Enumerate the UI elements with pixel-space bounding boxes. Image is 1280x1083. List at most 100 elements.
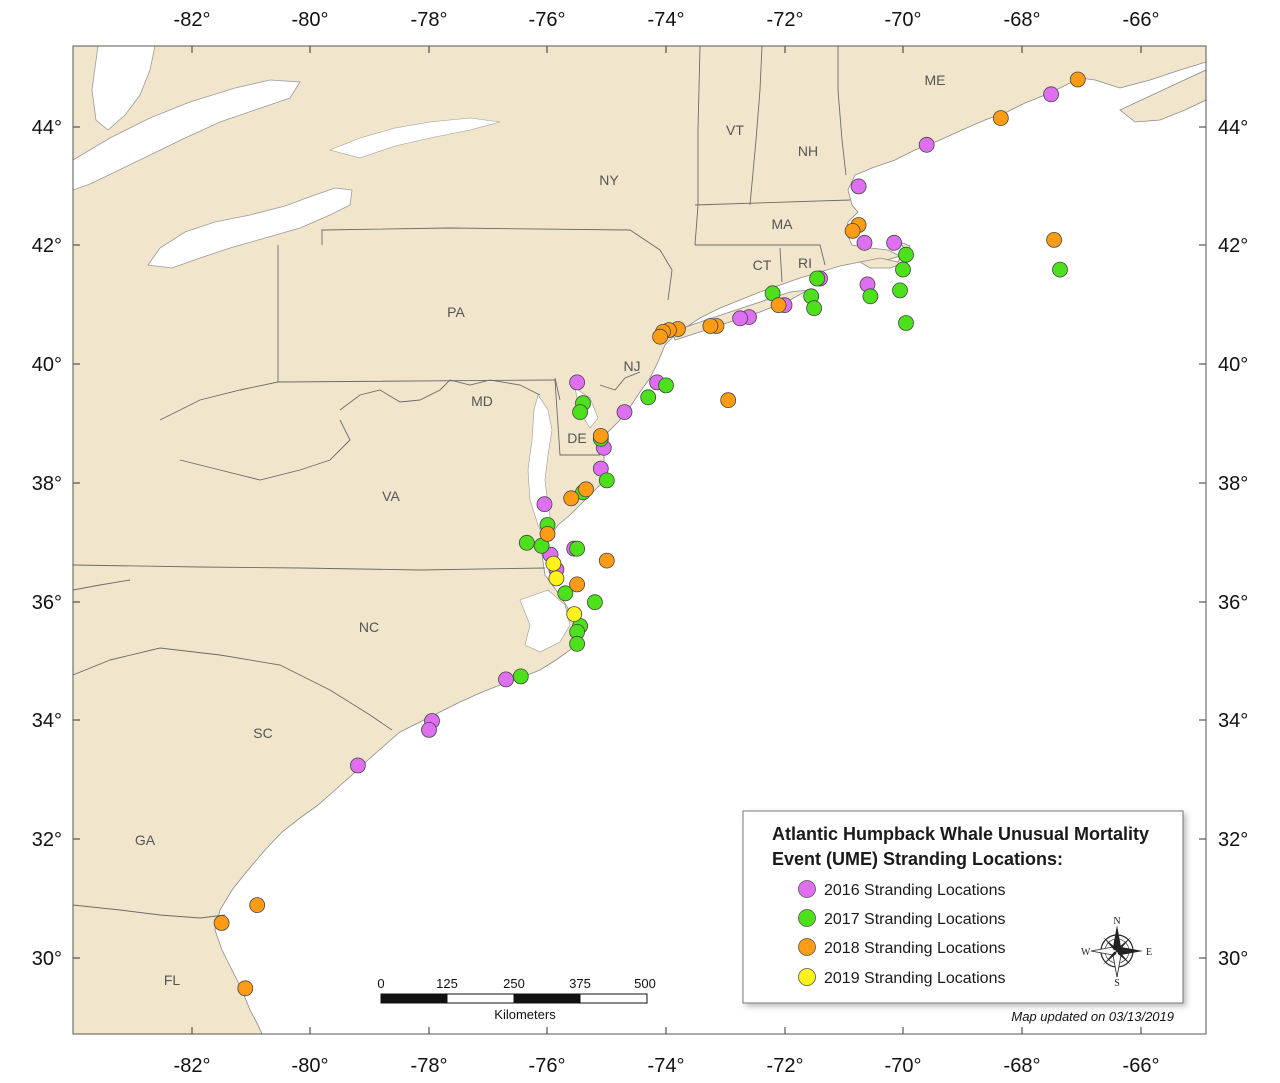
compass-s: S — [1114, 978, 1120, 989]
stranding-marker-2017 — [587, 594, 603, 611]
stranding-marker-2017 — [512, 668, 529, 685]
legend-swatch-2019 — [798, 968, 816, 986]
graticule-ticks — [73, 46, 1206, 1034]
nova-scotia-land — [1119, 69, 1206, 123]
scale-segment — [579, 993, 648, 1004]
lake-erie — [73, 79, 301, 191]
stranding-marker-2018 — [770, 297, 787, 314]
stranding-marker-2017 — [572, 404, 588, 421]
legend-swatch-2018 — [798, 938, 816, 956]
stranding-marker-2017 — [892, 282, 908, 299]
lat-label: 36° — [32, 592, 62, 614]
legend-box — [742, 810, 1184, 1004]
legend-label-2019: 2019 Stranding Locations — [824, 970, 1005, 987]
stranding-marker-2016 — [918, 136, 935, 153]
lon-label: -74° — [648, 9, 685, 31]
map-border — [72, 45, 1207, 1035]
mainland — [73, 46, 1206, 1034]
lon-labels-bottom: -82° -80° -78° -76° -74° -72° -70° -68° … — [174, 1055, 1160, 1077]
stranding-marker-2017 — [898, 246, 914, 263]
stranding-markers — [213, 71, 1086, 997]
compass-w: W — [1081, 947, 1091, 958]
state-labels: ME VT NH NY MA CT RI PA NJ MD DE VA NC S… — [135, 72, 946, 988]
state-borders — [73, 46, 851, 919]
state-label-nc: NC — [359, 619, 379, 635]
stranding-marker-2017 — [658, 377, 674, 394]
map-frame: ME VT NH NY MA CT RI PA NJ MD DE VA NC S… — [73, 46, 1206, 1034]
scale-tick-label: 375 — [569, 976, 591, 991]
scale-tick-label: 0 — [377, 976, 384, 991]
compass-rose-icon: N S E W — [1081, 916, 1152, 989]
stranding-marker-2016 — [536, 496, 553, 513]
stranding-marker-2016 — [1043, 86, 1059, 103]
stranding-marker-2018 — [563, 490, 580, 507]
stranding-marker-2017 — [895, 261, 911, 278]
lon-label: -66° — [1123, 1055, 1160, 1077]
lon-label: -78° — [411, 9, 448, 31]
state-label-me: ME — [925, 72, 946, 88]
stranding-marker-2018 — [992, 110, 1009, 126]
legend-label-2016: 2016 Stranding Locations — [824, 882, 1005, 899]
legend-label-2017: 2017 Stranding Locations — [824, 911, 1005, 928]
state-label-ri: RI — [798, 255, 812, 271]
lon-label: -78° — [411, 1055, 448, 1077]
stranding-marker-2017 — [557, 585, 574, 602]
stranding-marker-2018 — [237, 980, 254, 997]
lon-label: -82° — [174, 9, 211, 31]
state-label-ct: CT — [753, 257, 772, 273]
lat-label: 30° — [1218, 948, 1248, 970]
compass-n: N — [1113, 916, 1120, 927]
stranding-marker-2017 — [569, 540, 585, 557]
stranding-marker-2018 — [249, 897, 266, 913]
lake-champlain — [329, 117, 501, 159]
stranding-marker-2017 — [518, 534, 535, 551]
stranding-marker-2016 — [886, 234, 902, 251]
lat-label: 44° — [32, 117, 62, 139]
scale-tick-label: 500 — [634, 976, 656, 991]
stranding-marker-2019 — [548, 570, 565, 587]
stranding-marker-2018 — [702, 318, 719, 334]
legend-swatch-2016 — [798, 880, 816, 898]
stranding-marker-2016 — [569, 374, 585, 391]
stranding-marker-2019 — [566, 606, 583, 622]
stranding-marker-2017 — [809, 270, 825, 287]
lon-label: -76° — [529, 1055, 566, 1077]
stranding-marker-2019 — [545, 555, 562, 572]
stranding-marker-2018 — [1046, 231, 1062, 248]
state-label-ny: NY — [599, 172, 619, 188]
stranding-marker-2018 — [578, 481, 594, 498]
lat-label: 38° — [1218, 473, 1248, 495]
stranding-marker-2017 — [640, 389, 657, 406]
stranding-marker-2017 — [806, 300, 822, 317]
lon-label: -76° — [529, 9, 566, 31]
stranding-marker-2017 — [898, 315, 914, 331]
stranding-marker-2018 — [592, 427, 609, 444]
lon-label: -82° — [174, 1055, 211, 1077]
scale-bar: 0 125 250 375 500 Kilometers — [377, 976, 655, 1022]
stranding-marker-2016 — [616, 404, 633, 421]
stranding-marker-2016 — [850, 178, 867, 195]
lat-label: 30° — [32, 948, 62, 970]
state-label-pa: PA — [447, 304, 465, 320]
state-label-ma: MA — [772, 216, 794, 232]
cape-cod — [858, 241, 911, 269]
legend-title-line2: Event (UME) Stranding Locations: — [772, 849, 1063, 869]
state-label-nh: NH — [798, 143, 818, 159]
stranding-marker-2016 — [732, 310, 748, 327]
lat-label: 36° — [1218, 592, 1248, 614]
state-label-md: MD — [471, 393, 493, 409]
stranding-marker-2018 — [720, 392, 737, 409]
state-label-nj: NJ — [623, 358, 640, 374]
state-label-de: DE — [567, 430, 586, 446]
scale-tick-label: 125 — [436, 976, 458, 991]
stranding-marker-2016 — [856, 234, 873, 251]
legend: Atlantic Humpback Whale Unusual Mortalit… — [742, 810, 1184, 1004]
stranding-marker-2016 — [498, 671, 514, 688]
stranding-marker-2017 — [598, 472, 615, 489]
stranding-marker-2018 — [598, 552, 615, 569]
pamlico-sound — [519, 589, 571, 653]
scale-segment — [513, 993, 581, 1004]
lat-label: 32° — [32, 829, 62, 851]
legend-label-2018: 2018 Stranding Locations — [824, 940, 1005, 957]
lat-label: 44° — [1218, 117, 1248, 139]
